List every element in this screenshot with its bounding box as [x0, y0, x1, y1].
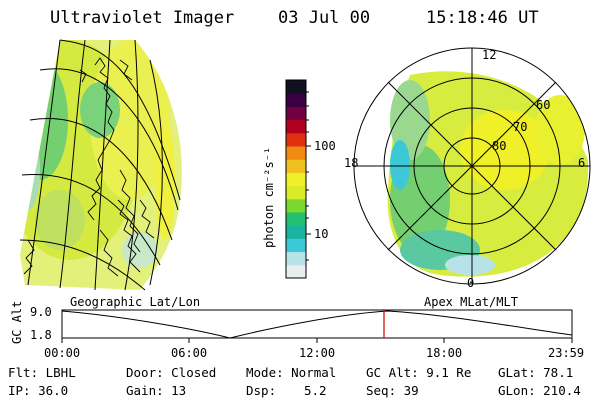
- colorbar-segment: [286, 132, 306, 147]
- timeline-plot: [61, 309, 573, 343]
- timeline-xtick-0000: 00:00: [44, 346, 81, 360]
- geographic-label: Geographic Lat/Lon: [70, 295, 201, 309]
- colorbar-segment: [286, 225, 306, 239]
- info-dsp-label: Dsp:: [246, 383, 277, 398]
- timeline-ytick-high: 9.0: [30, 305, 52, 319]
- info-ip: IP: 36.0: [8, 383, 69, 398]
- info-dsp-value: 5.2: [304, 383, 327, 398]
- mlt-label-12: 12: [482, 48, 497, 62]
- lat-label-80: 80: [492, 139, 507, 153]
- colorbar-segment: [286, 172, 306, 187]
- timeline-axis-label: GC Alt: [10, 300, 24, 344]
- date-label: 03 Jul 00: [278, 8, 371, 28]
- lat-label-70: 70: [513, 120, 528, 134]
- info-door: Door: Closed: [126, 365, 217, 380]
- colorbar-segment: [286, 80, 306, 94]
- colorbar-unit-label: photon cm⁻²s⁻¹: [262, 146, 276, 248]
- info-glat: GLat: 78.1: [498, 365, 574, 380]
- info-gain: Gain: 13: [126, 383, 187, 398]
- time-label: 15:18:46 UT: [426, 8, 539, 28]
- colorbar-segment: [286, 198, 306, 213]
- colorbar-segment: [286, 185, 306, 200]
- geographic-image: [19, 39, 182, 291]
- timeline-xtick-2359: 23:59: [548, 346, 585, 360]
- colorbar-tick-10: 10: [314, 227, 329, 241]
- mlt-label-6: 6: [578, 156, 586, 170]
- info-gcalt: GC Alt: 9.1 Re: [366, 365, 472, 380]
- colorbar-segment: [286, 93, 306, 107]
- info-seq: Seq: 39: [366, 383, 419, 398]
- lat-label-60: 60: [536, 98, 551, 112]
- colorbar-segment: [286, 159, 306, 173]
- colorbar-segment: [286, 146, 306, 160]
- timeline-xtick-1200: 12:00: [299, 346, 336, 360]
- colorbar-segment: [286, 106, 306, 121]
- colorbar-segment: [286, 264, 306, 279]
- info-glon: GLon: 210.4: [498, 383, 581, 398]
- colorbar-segment: [286, 238, 306, 253]
- timeline-ytick-low: 1.8: [30, 328, 52, 342]
- colorbar-tick-100: 100: [314, 139, 336, 153]
- colorbar: [285, 79, 311, 279]
- mlt-label-18: 18: [344, 156, 359, 170]
- instrument-title: Ultraviolet Imager: [50, 8, 235, 28]
- info-mode: Mode: Normal: [246, 365, 337, 380]
- mlt-label-0: 0: [467, 276, 475, 290]
- colorbar-segment: [286, 119, 306, 134]
- timeline-xtick-0600: 06:00: [171, 346, 208, 360]
- info-flt: Flt: LBHL: [8, 365, 76, 380]
- apex-label: Apex MLat/MLT: [424, 295, 518, 309]
- timeline-xtick-1800: 18:00: [426, 346, 463, 360]
- colorbar-segment: [286, 212, 306, 226]
- colorbar-segment: [286, 251, 306, 266]
- polar-image: [353, 47, 591, 285]
